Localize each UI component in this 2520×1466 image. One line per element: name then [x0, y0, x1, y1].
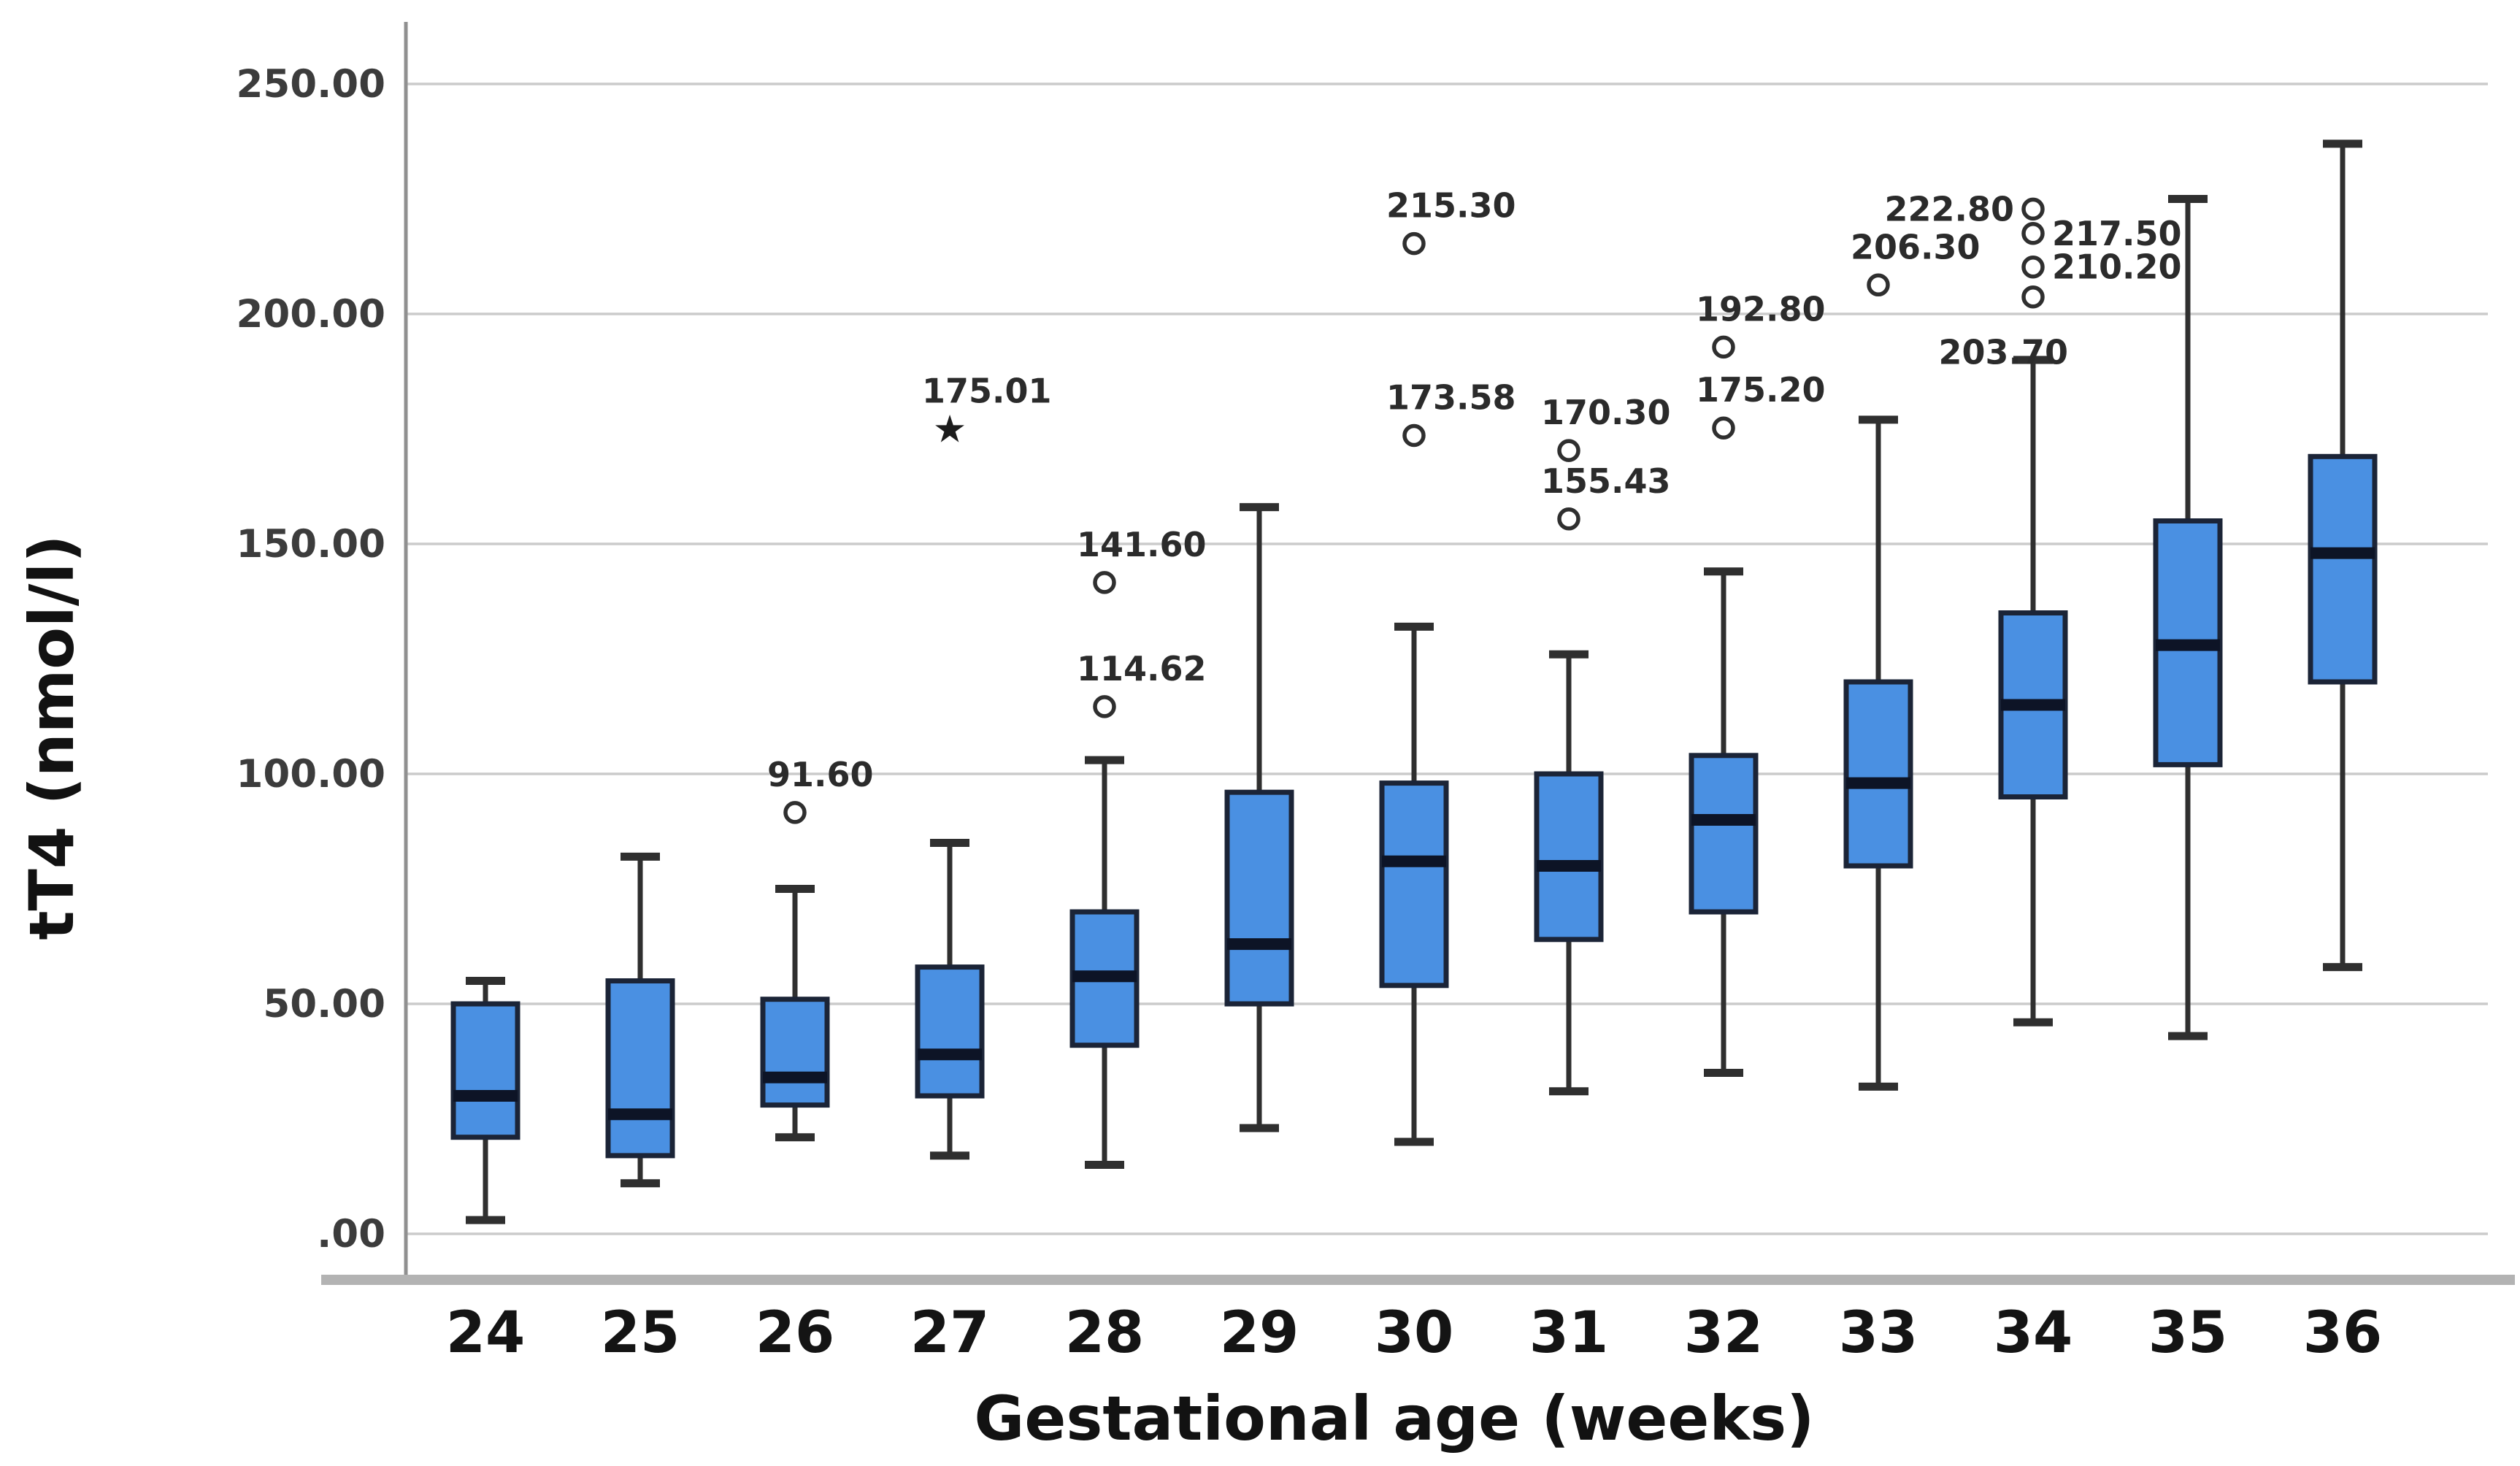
outlier-value-label-week-34-217.50: 217.50 — [2052, 214, 2182, 253]
outlier-circle-week-34-203.70 — [2021, 285, 2045, 309]
outlier-circle-week-28-141.60 — [1093, 571, 1116, 594]
boxplot-week-35 — [2153, 195, 2223, 1040]
outlier-value-label-week-34-203.70: 203.70 — [1938, 333, 2068, 372]
x-tick-label-34: 34 — [1994, 1300, 2073, 1366]
boxplot-week-27 — [915, 839, 985, 1160]
outlier-value-label-week-32-192.80: 192.80 — [1696, 289, 1826, 329]
x-tick-label-25: 25 — [601, 1300, 680, 1366]
iqr-box-week-33 — [1843, 679, 1913, 869]
boxplot-week-28 — [1069, 756, 1140, 1169]
x-tick-label-28: 28 — [1065, 1300, 1145, 1366]
gridlines-layer — [407, 82, 2488, 1235]
iqr-box-week-25 — [605, 978, 675, 1159]
outlier-value-label-week-33-206.30: 206.30 — [1851, 227, 1981, 266]
y-axis-title: tT4 (nmol/l) — [16, 534, 88, 940]
outlier-value-label-week-26-91.60: 91.60 — [767, 755, 874, 794]
x-tick-label-32: 32 — [1684, 1300, 1764, 1366]
outlier-circle-week-33-206.30 — [1867, 273, 1890, 297]
outlier-points-layer: 91.60 ★175.01 141.60 114.62 215.30 173.58 170.… — [767, 186, 2182, 824]
iqr-box-week-32 — [1689, 753, 1759, 915]
outlier-circle-week-31-170.30 — [1557, 439, 1580, 462]
boxplot-week-29 — [1224, 503, 1294, 1132]
outlier-circle-week-26-91.60 — [783, 801, 807, 824]
x-tick-label-27: 27 — [910, 1300, 990, 1366]
iqr-box-week-36 — [2308, 453, 2378, 685]
tick-labels-layer: .00 50.00 100.00 150.00 200.00 250.00 24 25 26 27… — [236, 62, 2382, 1366]
outlier-value-label-week-30-215.30: 215.30 — [1386, 186, 1516, 226]
iqr-box-week-31 — [1534, 771, 1604, 943]
outlier-circle-week-28-114.62 — [1093, 695, 1116, 718]
boxplot-week-36 — [2308, 139, 2378, 972]
x-tick-label-33: 33 — [1839, 1300, 1918, 1366]
outlier-circle-week-30-173.58 — [1402, 423, 1426, 448]
x-tick-label-24: 24 — [446, 1300, 526, 1366]
outlier-circle-week-30-215.30 — [1402, 231, 1426, 256]
outlier-circle-week-32-192.80 — [1712, 335, 1735, 359]
outlier-value-label-week-31-170.30: 170.30 — [1541, 393, 1671, 432]
boxplot-week-24 — [450, 977, 520, 1224]
outlier-value-label-week-34-210.20: 210.20 — [2052, 247, 2182, 287]
boxplot-week-33 — [1843, 415, 1913, 1091]
outlier-value-label-week-27-175.01: 175.01 — [922, 371, 1052, 410]
x-tick-label-35: 35 — [2148, 1300, 2228, 1366]
iqr-box-week-24 — [450, 1001, 520, 1140]
outlier-circle-week-32-175.20 — [1712, 416, 1735, 440]
boxplots-layer — [450, 139, 2378, 1224]
x-tick-label-26: 26 — [756, 1300, 835, 1366]
boxplot-week-30 — [1379, 622, 1449, 1146]
outlier-value-label-week-28-141.60: 141.60 — [1077, 525, 1207, 564]
outlier-circle-week-34-222.80 — [2021, 197, 2045, 221]
x-axis-title: Gestational age (weeks) — [974, 1383, 1814, 1454]
boxplot-week-34 — [1998, 356, 2068, 1026]
x-tick-label-31: 31 — [1529, 1300, 1609, 1366]
boxplot-week-32 — [1689, 567, 1759, 1077]
outlier-value-label-week-32-175.20: 175.20 — [1696, 370, 1826, 410]
boxplot-week-25 — [605, 852, 675, 1188]
iqr-box-week-27 — [915, 964, 985, 1099]
outlier-value-label-week-31-155.43: 155.43 — [1541, 461, 1671, 501]
boxplot-week-31 — [1534, 650, 1604, 1096]
x-tick-label-30: 30 — [1375, 1300, 1454, 1366]
axes-layer — [321, 22, 2515, 1285]
outlier-value-label-week-28-114.62: 114.62 — [1077, 649, 1207, 688]
x-tick-label-36: 36 — [2303, 1300, 2383, 1366]
outlier-circle-week-31-155.43 — [1557, 507, 1580, 531]
iqr-box-week-30 — [1379, 780, 1449, 989]
outlier-value-label-week-30-173.58: 173.58 — [1386, 377, 1516, 417]
extreme-star-marker-week-27: ★ — [933, 407, 967, 451]
y-tick-label-100: 100.00 — [236, 752, 385, 797]
iqr-box-week-29 — [1224, 789, 1294, 1007]
y-tick-label-250: 250.00 — [236, 62, 385, 107]
outlier-value-label-week-34-222.80: 222.80 — [1884, 189, 2014, 229]
y-tick-label-0: .00 — [317, 1212, 385, 1256]
y-tick-label-200: 200.00 — [236, 292, 385, 337]
outlier-circle-week-34-210.20 — [2021, 255, 2045, 279]
y-tick-label-150: 150.00 — [236, 522, 385, 567]
y-tick-label-50: 50.00 — [263, 982, 385, 1026]
iqr-box-week-26 — [760, 997, 830, 1108]
outlier-circle-week-34-217.50 — [2021, 222, 2045, 245]
boxplot-week-26 — [760, 885, 830, 1142]
x-tick-label-29: 29 — [1220, 1300, 1299, 1366]
